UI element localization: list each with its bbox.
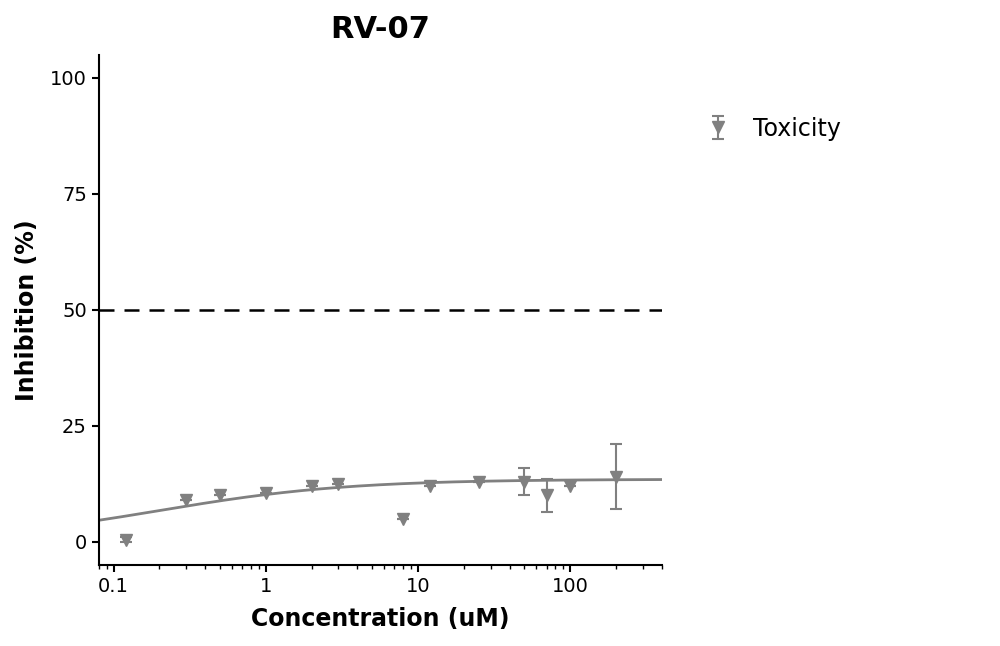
Legend: Toxicity: Toxicity xyxy=(685,107,851,150)
Title: RV-07: RV-07 xyxy=(330,15,430,44)
X-axis label: Concentration (uM): Concentration (uM) xyxy=(251,607,510,631)
Y-axis label: Inhibition (%): Inhibition (%) xyxy=(15,219,39,401)
